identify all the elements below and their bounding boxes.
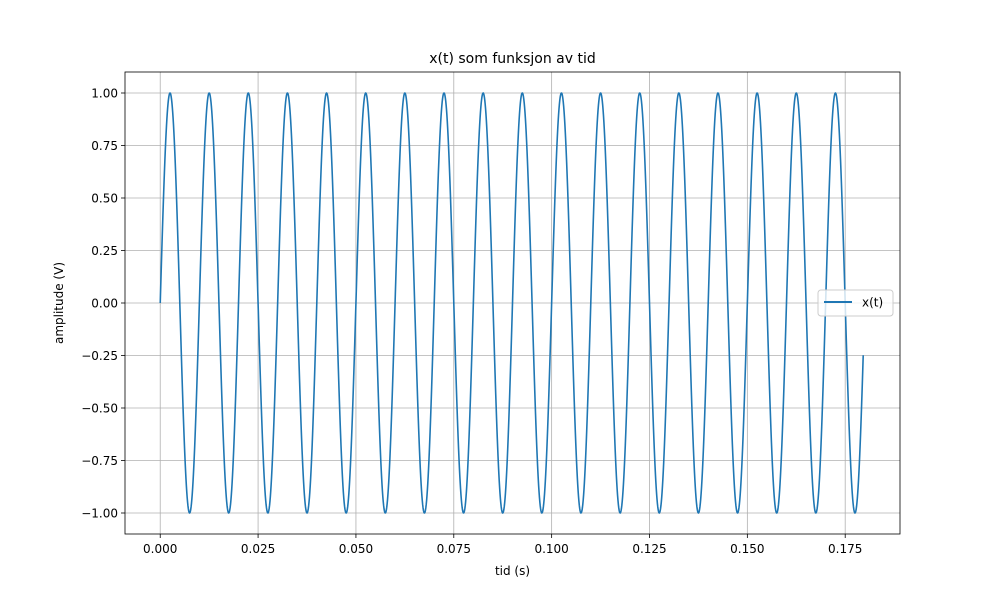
- y-tick-label: 0.75: [91, 139, 118, 153]
- legend-box: [817, 289, 894, 317]
- y-tick-label: −0.75: [81, 454, 118, 468]
- y-tick-label: 1.00: [91, 87, 118, 101]
- y-axis-label: amplitude (V): [52, 262, 66, 344]
- y-tick-label: 0.25: [91, 244, 118, 258]
- series-line-x-t: [159, 92, 865, 514]
- x-tick-label: 0.075: [437, 542, 471, 556]
- x-tick-label: 0.150: [730, 542, 764, 556]
- y-tick-label: 0.50: [91, 192, 118, 206]
- x-tick-label: 0.050: [339, 542, 373, 556]
- x-tick-label: 0.000: [143, 542, 177, 556]
- chart-title: x(t) som funksjon av tid: [429, 51, 596, 67]
- x-tick-label: 0.175: [828, 542, 862, 556]
- x-axis-label: tid (s): [495, 564, 530, 578]
- y-tick-label: −0.50: [81, 402, 118, 416]
- y-tick-label: 0.00: [91, 297, 118, 311]
- x-tick-label: 0.125: [632, 542, 666, 556]
- tick-layer: 0.000 0.025 0.050 0.075 0.100 0.125 0.150 0.175…: [81, 87, 862, 557]
- x-tick-label: 0.100: [534, 542, 568, 556]
- legend: x(t): [817, 289, 894, 317]
- series-layer: [159, 92, 865, 514]
- legend-entry-label: x(t): [862, 296, 883, 310]
- x-tick-label: 0.025: [241, 542, 275, 556]
- y-tick-label: −1.00: [81, 507, 118, 521]
- y-tick-label: −0.25: [81, 349, 118, 363]
